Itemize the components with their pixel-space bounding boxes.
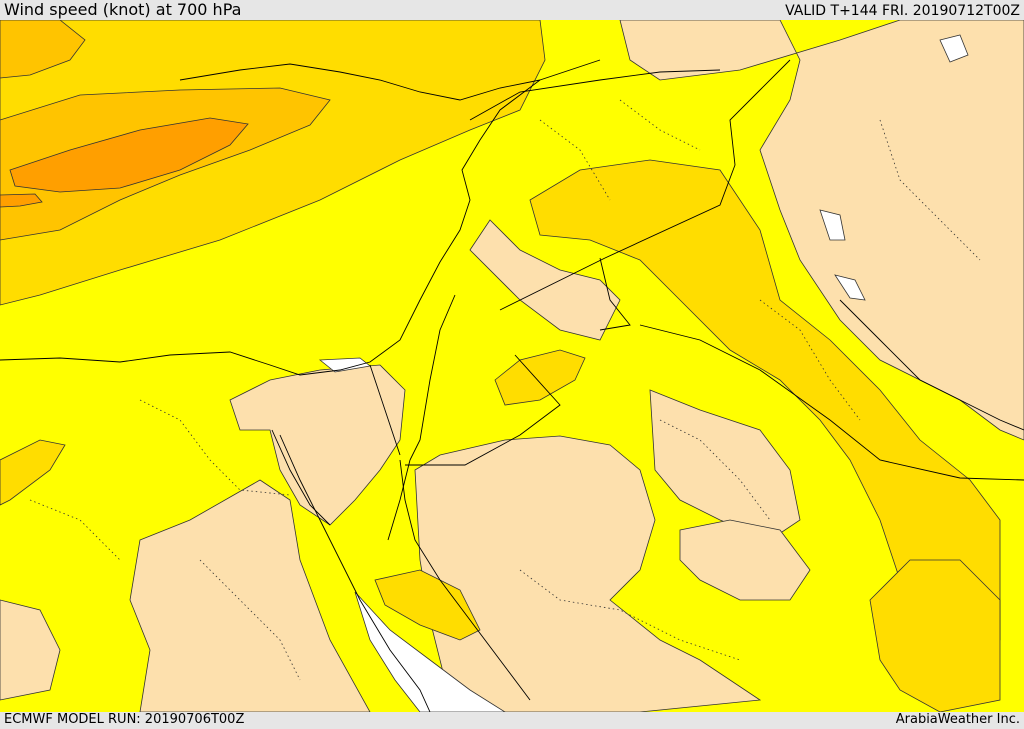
wind-speed-map <box>0 20 1024 712</box>
calm-region-gulf <box>819 209 846 241</box>
header-bar: Wind speed (knot) at 700 hPa VALID T+144… <box>0 0 1024 20</box>
calm-region-red-sea <box>354 591 506 712</box>
boundaries <box>0 59 1024 712</box>
model-run: ECMWF MODEL RUN: 20190706T00Z <box>4 712 245 727</box>
border-syria-turkey <box>469 69 721 121</box>
footer-bar: ECMWF MODEL RUN: 20190706T00Z ArabiaWeat… <box>0 712 1024 729</box>
high-band-mediterranean <box>0 20 546 306</box>
border-israel-jordan <box>409 294 456 461</box>
admin-boundaries <box>29 99 981 681</box>
low-wind-regions <box>0 20 1024 712</box>
credit: ArabiaWeather Inc. <box>895 712 1020 727</box>
low-region-syria-desert <box>469 219 621 341</box>
low-region-sinai <box>229 364 406 526</box>
turkey-coast <box>179 63 541 101</box>
calm-region-caspian <box>939 34 969 63</box>
red-sea-west-coast <box>279 434 431 712</box>
highest-core <box>9 117 249 193</box>
low-region-east-center <box>649 389 801 541</box>
border-jordan-iraq <box>499 59 791 311</box>
highest-wind-regions <box>0 117 249 208</box>
map-title: Wind speed (knot) at 700 hPa <box>4 0 242 19</box>
valid-time: VALID T+144 FRI. 20190712T00Z <box>785 3 1020 19</box>
border-iraq-saudi <box>639 324 1024 481</box>
high-region-libya <box>0 439 66 506</box>
low-region-west <box>0 599 61 701</box>
aqaba-gulf <box>387 459 411 541</box>
suez-gulf <box>271 429 331 526</box>
mediterranean-coast <box>0 59 601 376</box>
high-region-jordan <box>494 349 586 406</box>
high-region-south-east <box>869 559 1001 712</box>
low-region-egypt <box>129 479 371 712</box>
calm-regions <box>318 34 969 712</box>
border-egypt-israel <box>369 364 401 456</box>
high-region-red-sea <box>374 569 481 641</box>
highest-edge <box>0 193 43 208</box>
border-jordan-syria <box>599 257 631 331</box>
low-region-east-south <box>679 519 811 601</box>
higher-region-northwest <box>0 20 86 79</box>
red-sea-east-coast <box>399 459 531 701</box>
border-jordan-saudi <box>405 354 561 466</box>
persian-gulf-coast <box>839 299 1024 431</box>
high-wind-regions <box>0 20 1001 712</box>
calm-region-kuwait <box>834 274 866 301</box>
